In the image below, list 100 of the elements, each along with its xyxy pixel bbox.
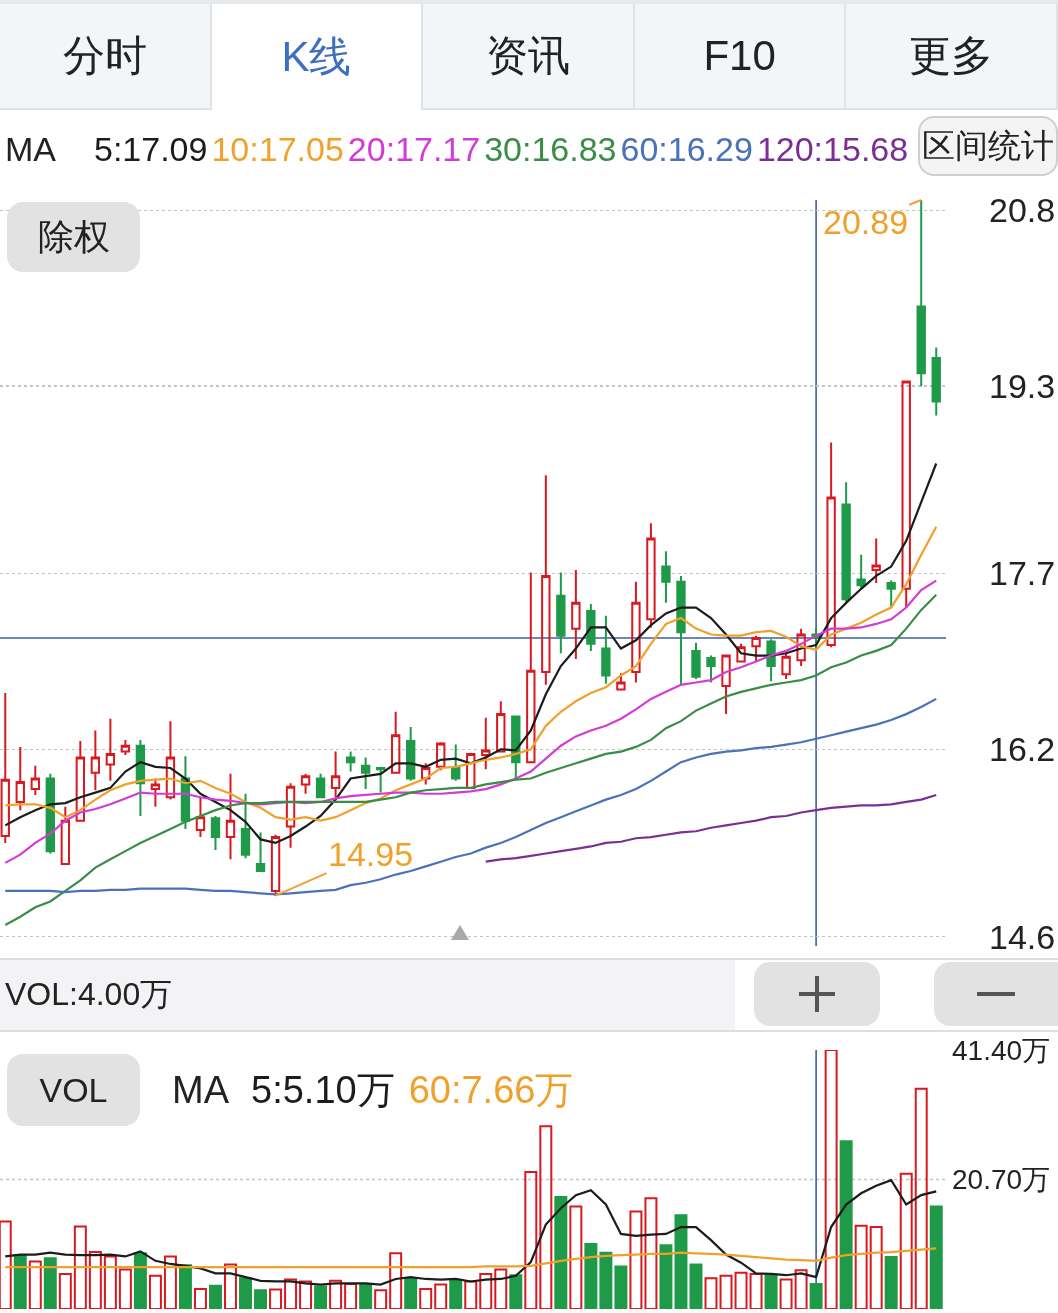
bar [209, 1284, 222, 1309]
y-tick-label: 41.40万 [952, 1034, 1051, 1066]
candlestick [345, 750, 356, 773]
candlestick [766, 638, 776, 683]
candlestick [436, 741, 446, 772]
candlestick [315, 772, 326, 799]
candlestick [255, 831, 266, 873]
line-series [4, 593, 938, 927]
candlestick [571, 569, 581, 661]
annotation: 14.95 [328, 835, 414, 873]
bar [148, 1274, 162, 1309]
bar [779, 1278, 793, 1309]
y-tick-label: 14.6 [989, 917, 1056, 956]
candlestick [120, 738, 131, 757]
candlestick [556, 571, 566, 655]
bar [449, 1279, 463, 1309]
bar [419, 1287, 433, 1309]
bar [284, 1278, 298, 1309]
text: 更多 [846, 4, 1058, 110]
candlestick [165, 720, 176, 801]
bar [118, 1268, 132, 1309]
bar [0, 1220, 12, 1309]
bar [584, 1242, 598, 1309]
candlestick [240, 792, 251, 860]
button: 除权 [7, 202, 140, 272]
bar [163, 1255, 177, 1309]
line-series [4, 462, 938, 845]
candlestick [75, 740, 86, 822]
candlestick [466, 752, 476, 789]
candlestick [736, 642, 746, 664]
candlestick [871, 537, 881, 584]
text: 60:16.29 [620, 129, 753, 170]
bar [494, 1268, 508, 1309]
candlestick [691, 641, 701, 680]
bar [73, 1225, 87, 1309]
bar [644, 1197, 658, 1309]
candlestick [195, 796, 206, 839]
bar [28, 1260, 42, 1309]
bar [809, 1282, 823, 1309]
bar [299, 1280, 313, 1309]
bar [464, 1280, 478, 1309]
candlestick [796, 627, 806, 668]
candlestick [841, 481, 851, 603]
line-series [4, 1247, 938, 1269]
candlestick [390, 710, 401, 775]
bar [614, 1265, 628, 1309]
bar [254, 1289, 268, 1309]
candlestick [375, 765, 386, 794]
text: K线 [211, 4, 424, 110]
candlestick [60, 805, 70, 866]
candlestick [781, 652, 791, 680]
candlestick [886, 579, 896, 609]
bar [914, 1087, 928, 1309]
candlestick [676, 574, 686, 686]
candlestick [406, 726, 416, 782]
bar [88, 1251, 102, 1309]
text: 20:17.17 [347, 129, 481, 170]
candlestick [90, 729, 101, 792]
bar [13, 1254, 27, 1309]
y-tick-label: 20.70万 [952, 1164, 1051, 1196]
bar [389, 1252, 403, 1309]
candlestick [931, 346, 941, 417]
bar [869, 1226, 883, 1309]
candlestick [30, 764, 40, 796]
bar [929, 1205, 943, 1309]
bar [554, 1196, 568, 1309]
candlestick [721, 654, 731, 716]
candlestick [105, 717, 116, 782]
bar [539, 1125, 553, 1309]
candlestick [916, 200, 926, 388]
text: 60:7.66万 [408, 1068, 574, 1113]
y-tick-label: 19.3 [989, 367, 1056, 406]
button: VOL [7, 1054, 140, 1126]
candlestick [901, 380, 911, 609]
candlestick [225, 772, 236, 861]
bar [359, 1283, 373, 1309]
candlestick [330, 750, 341, 799]
bar [133, 1252, 147, 1309]
bar [839, 1140, 853, 1309]
bar [854, 1224, 868, 1309]
candlestick [661, 550, 671, 604]
candlestick [0, 692, 10, 844]
bar [794, 1269, 808, 1309]
candlestick [646, 522, 656, 629]
candlestick [360, 756, 371, 791]
text: 资讯 [423, 4, 635, 110]
bar [404, 1277, 418, 1309]
line-series [4, 1179, 938, 1286]
bar [749, 1272, 763, 1309]
bar [689, 1263, 703, 1309]
bar [329, 1279, 343, 1309]
legend-title: MA [172, 1068, 229, 1113]
candlestick [826, 441, 836, 649]
line-series [484, 793, 938, 863]
bar [43, 1257, 57, 1309]
bar [704, 1277, 718, 1309]
bar [239, 1277, 252, 1309]
candlestick [616, 672, 626, 691]
y-tick-label: 16.2 [989, 730, 1056, 769]
candlestick [526, 571, 536, 764]
